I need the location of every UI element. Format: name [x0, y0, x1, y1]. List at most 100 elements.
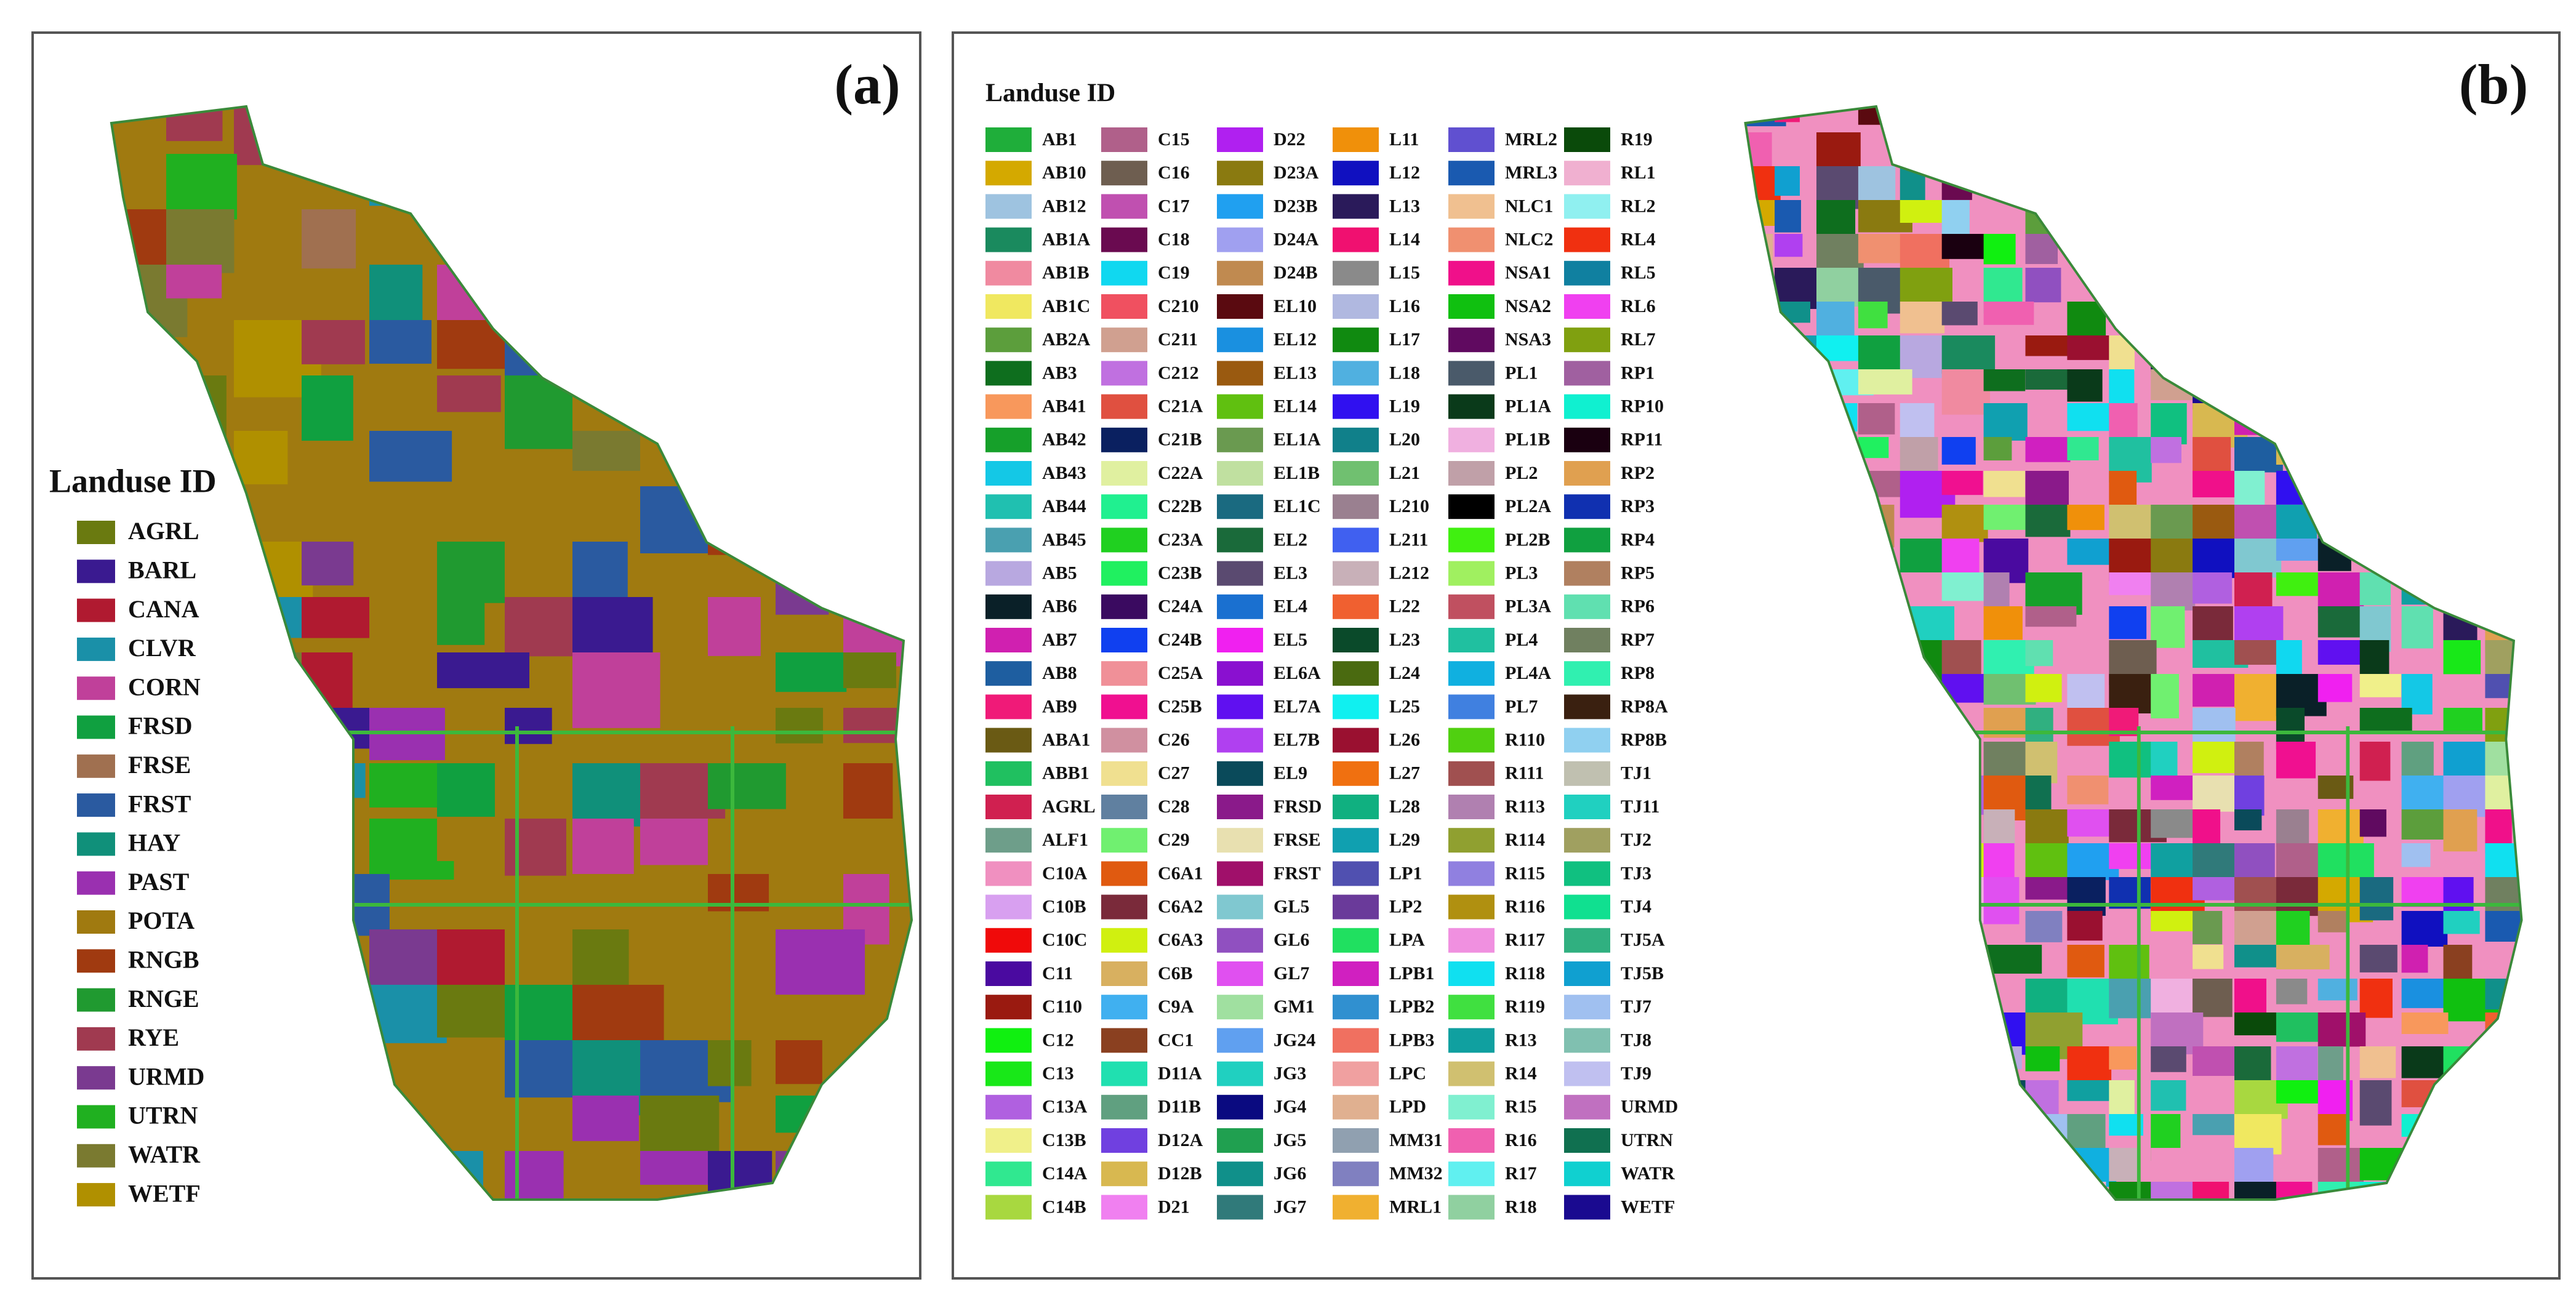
legend-swatch — [985, 961, 1032, 986]
legend-swatch — [1217, 928, 1263, 953]
legend-swatch — [1101, 594, 1147, 619]
legend-label: C15 — [1158, 129, 1190, 150]
legend-swatch — [985, 494, 1032, 519]
panel-label: (b) — [2459, 53, 2528, 116]
legend-swatch — [985, 661, 1032, 686]
legend-label: WETF — [128, 1179, 201, 1207]
legend-label: C23B — [1158, 563, 1202, 583]
map-field — [1941, 742, 1973, 785]
legend-label: C14B — [1042, 1197, 1086, 1217]
map-field — [505, 106, 584, 134]
map-field — [776, 1040, 822, 1084]
map-field — [302, 106, 380, 160]
legend-swatch — [1564, 194, 1610, 219]
map-field — [1745, 437, 1769, 476]
legend-label: C12 — [1042, 1030, 1074, 1050]
legend-swatch — [1217, 461, 1263, 486]
legend-label: EL6A — [1274, 663, 1321, 683]
legend-label: MM31 — [1389, 1130, 1443, 1150]
map-field — [2067, 877, 2106, 916]
legend-label: AB1A — [1042, 229, 1091, 249]
legend-swatch — [1217, 861, 1263, 886]
legend-label: GL6 — [1274, 930, 1309, 950]
map-field — [911, 431, 912, 486]
legend-label: C9A — [1158, 996, 1194, 1017]
legend-label: RP8B — [1621, 729, 1667, 750]
map-field — [572, 985, 664, 1044]
map-field — [234, 708, 316, 784]
map-field — [369, 320, 432, 364]
legend-swatch — [77, 715, 115, 739]
map-field — [2359, 132, 2390, 167]
legend-label: C24B — [1158, 630, 1202, 650]
legend-label: MRL1 — [1389, 1197, 1442, 1217]
map-field — [1983, 234, 2016, 265]
map-field — [2276, 268, 2330, 303]
legend-swatch — [985, 694, 1032, 720]
map-field — [911, 597, 912, 661]
map-field — [437, 154, 481, 204]
map-field — [1983, 945, 2042, 974]
map-field — [843, 652, 896, 688]
legend-label: AB7 — [1042, 630, 1077, 650]
map-field — [1816, 471, 1848, 511]
legend-swatch — [1333, 427, 1379, 452]
map-field — [2067, 539, 2116, 565]
map-field — [2317, 403, 2372, 447]
legend-label: BARL — [128, 556, 196, 583]
map-field — [2151, 1046, 2186, 1072]
map-field — [2401, 674, 2433, 715]
legend-label: CC1 — [1158, 1030, 1194, 1050]
legend-swatch — [1217, 1061, 1263, 1086]
legend-label: C21B — [1158, 430, 1202, 450]
map-field — [2234, 200, 2268, 231]
map-field — [1858, 1148, 1916, 1182]
legend-label: AB10 — [1042, 162, 1086, 183]
map-field — [2443, 132, 2491, 172]
map-field — [2067, 1046, 2112, 1081]
map-field — [1745, 471, 1770, 505]
map-field — [1858, 369, 1912, 395]
map-field — [2401, 742, 2434, 782]
map-field — [2401, 1080, 2443, 1107]
legend-swatch — [985, 394, 1032, 419]
map-field — [2443, 945, 2473, 981]
legend-swatch — [985, 260, 1032, 286]
map-field — [1858, 403, 1895, 435]
map-field — [1775, 979, 1811, 1004]
legend-label: AB6 — [1042, 596, 1077, 617]
map-field — [1775, 640, 1820, 678]
map-field — [2025, 674, 2062, 702]
legend-label: JG7 — [1274, 1197, 1306, 1217]
legend-label: LP2 — [1389, 896, 1422, 916]
map-field — [1858, 1046, 1901, 1082]
map-field — [2151, 1080, 2186, 1111]
map-field — [776, 486, 835, 538]
map-field — [1900, 302, 1945, 334]
legend-label: FRST — [1274, 863, 1321, 883]
map-field — [2109, 200, 2152, 232]
legend-swatch — [1333, 461, 1379, 486]
legend-label: RL5 — [1621, 263, 1656, 283]
map-field — [572, 652, 660, 728]
map-field — [2109, 1046, 2137, 1070]
map-field — [1900, 1046, 1940, 1083]
map-field — [1775, 200, 1801, 233]
map-field — [1745, 1012, 1764, 1044]
map-field — [1983, 106, 2028, 130]
legend-swatch — [1564, 561, 1610, 586]
legend-label: EL2 — [1274, 529, 1307, 550]
map — [1744, 105, 2523, 1201]
legend-swatch — [1333, 327, 1379, 353]
map-field — [2234, 166, 2282, 192]
map-field — [1775, 505, 1817, 533]
map-field — [2234, 640, 2282, 665]
map-field — [2401, 877, 2450, 907]
map-field — [2067, 1148, 2117, 1187]
map-field — [2234, 234, 2267, 281]
legend-label: EL7A — [1274, 696, 1321, 716]
legend-swatch — [1564, 995, 1610, 1020]
map-field — [2193, 106, 2234, 131]
map-field — [2401, 1182, 2451, 1200]
map-field — [1858, 302, 1888, 329]
